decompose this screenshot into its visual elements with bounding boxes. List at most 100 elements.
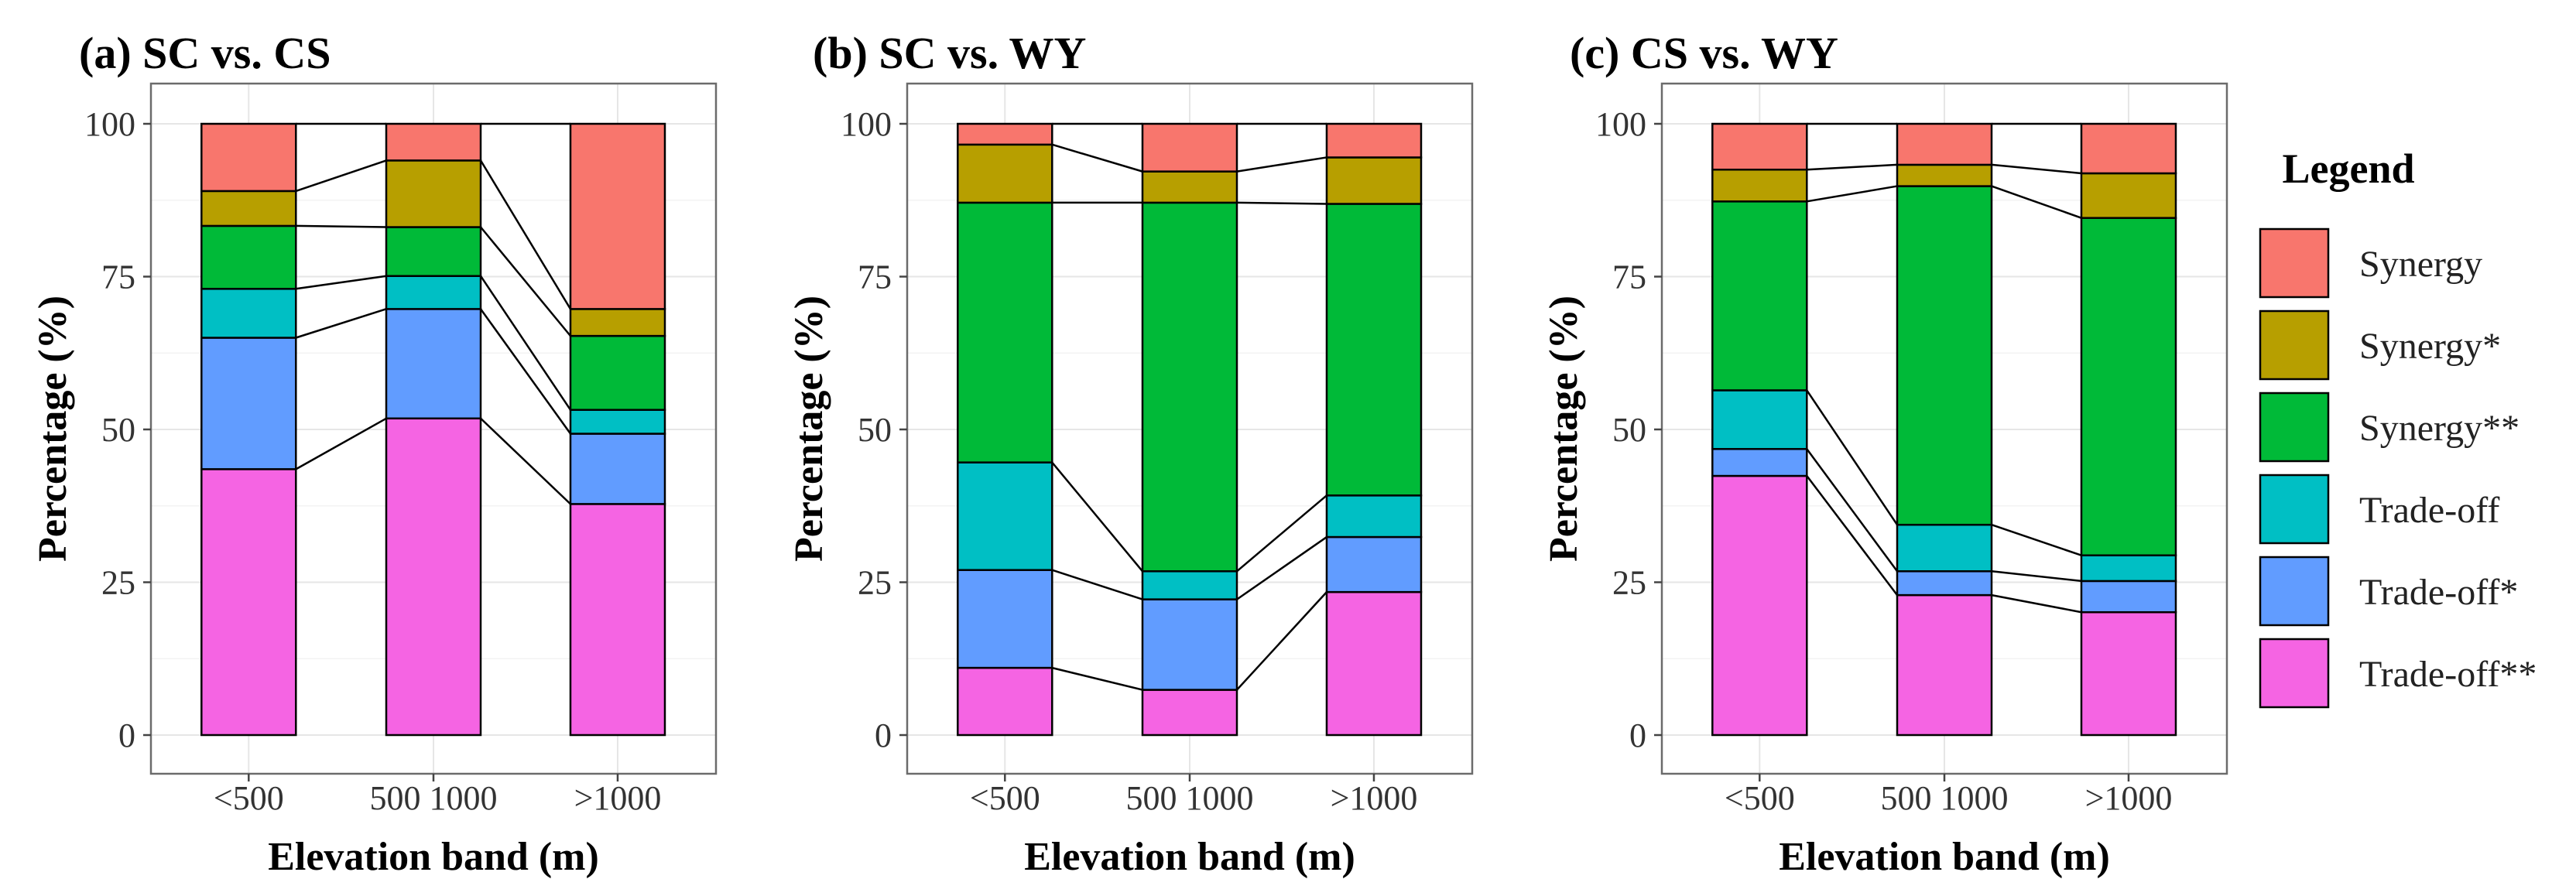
y-tick-label: 25 <box>101 564 135 602</box>
y-tick-label: 50 <box>101 411 135 449</box>
y-axis-title: Percentage (%) <box>787 296 831 562</box>
connector-line <box>479 308 571 435</box>
y-tick-label: 100 <box>1595 105 1646 143</box>
bar-segment-trade-off <box>1325 494 1423 539</box>
connector-line <box>1991 163 2082 175</box>
x-tick-label: <500 <box>1725 779 1795 817</box>
connector-line <box>1807 163 1898 171</box>
bar-segment-trade-offs <box>1896 570 1993 597</box>
connector-line <box>1806 389 1899 525</box>
connectors <box>295 122 572 505</box>
bar-0 <box>957 122 1053 737</box>
x-tick-label: >1000 <box>2085 779 2173 817</box>
connector-line <box>1236 156 1327 173</box>
connector-line <box>1806 475 1898 596</box>
bar-segment-synergyss <box>2080 217 2177 556</box>
legend-label: Synergy** <box>2359 408 2519 449</box>
bar-segment-synergyss <box>1711 200 1808 392</box>
bar-2 <box>569 122 666 737</box>
legend-item: Trade-off** <box>2259 638 2537 709</box>
panel-title: (a) SC vs. CS <box>79 28 331 78</box>
connector-line <box>1991 185 2082 219</box>
connector-line <box>1051 143 1143 173</box>
x-tick-label: 500 1000 <box>370 779 498 817</box>
bar-segment-synergys <box>200 190 297 227</box>
bar-2 <box>2080 122 2177 737</box>
y-tick-label: 100 <box>84 105 135 143</box>
x-axis-title: Elevation band (m) <box>268 835 599 879</box>
bar-1 <box>1896 122 1993 737</box>
legend-swatch <box>2259 638 2330 709</box>
y-tick-label: 25 <box>1612 564 1646 602</box>
x-axis-title: Elevation band (m) <box>1024 835 1355 879</box>
connector-line <box>1991 593 2082 614</box>
y-tick-label: 75 <box>101 258 135 296</box>
y-tick-label: 0 <box>118 716 135 754</box>
bar-segment-synergys <box>1141 170 1238 204</box>
bar-segment-trade-off <box>569 409 666 435</box>
connector-line <box>1236 494 1327 573</box>
bar-segment-synergy <box>1141 122 1238 173</box>
bar-segment-synergys <box>569 308 666 337</box>
y-tick-label: 50 <box>1612 411 1646 449</box>
connector-line <box>1991 570 2082 583</box>
bar-segment-trade-off <box>200 288 297 339</box>
y-tick-label: 75 <box>858 258 892 296</box>
bar-segment-trade-offs <box>385 308 482 420</box>
bar-segment-synergy <box>1325 122 1423 159</box>
bar-segment-synergyss <box>200 224 297 290</box>
bar-segment-synergys <box>2080 172 2177 219</box>
y-tick-label: 0 <box>1629 716 1646 754</box>
bar-segment-trade-off <box>2080 554 2177 583</box>
panel-title: (c) CS vs. WY <box>1570 28 1838 78</box>
legend-label: Trade-off* <box>2359 572 2518 613</box>
bar-segment-synergy <box>1711 122 1808 171</box>
bar-1 <box>1141 122 1238 737</box>
connector-line <box>1051 461 1143 573</box>
bar-segment-synergy <box>1896 122 1993 166</box>
x-tick-label: >1000 <box>574 779 662 817</box>
legend-item: Trade-off <box>2259 474 2499 545</box>
y-tick-label: 0 <box>875 716 892 754</box>
bar-segment-trade-offss <box>1325 590 1423 737</box>
bar-segment-trade-offss <box>385 417 482 737</box>
bar-segment-synergys <box>385 159 482 228</box>
connector-line <box>1236 201 1327 205</box>
legend-label: Synergy <box>2359 244 2482 285</box>
connector-line <box>1806 448 1899 573</box>
connector-line <box>296 224 387 228</box>
x-axis-title: Elevation band (m) <box>1779 835 2110 879</box>
bar-segment-synergys <box>1325 156 1423 205</box>
connector-line <box>480 417 571 505</box>
bar-segment-trade-offss <box>2080 610 2177 737</box>
legend-title: Legend <box>2282 145 2414 192</box>
legend-item: Synergy* <box>2259 309 2501 381</box>
bar-segment-trade-off <box>1141 570 1238 600</box>
bar-segment-trade-off <box>1711 389 1808 450</box>
connector-line <box>1051 569 1143 600</box>
panel-3: (c) CS vs. WY 0 25 50 75 100 <500 500 1000 >1000… <box>1542 28 2228 879</box>
connectors <box>1051 122 1327 691</box>
bar-segment-trade-offs <box>1325 535 1423 593</box>
bar-segment-trade-offs <box>957 569 1053 669</box>
bar-segment-synergyss <box>385 226 482 277</box>
x-tick-label: <500 <box>214 779 284 817</box>
connector-line <box>479 275 572 411</box>
connector-line <box>1236 591 1327 691</box>
connector-line <box>1991 524 2082 556</box>
connector-line <box>295 159 387 193</box>
bar-segment-trade-offss <box>1141 689 1238 737</box>
bar-segment-trade-off <box>957 461 1053 571</box>
connector-line <box>479 159 572 310</box>
x-tick-label: >1000 <box>1331 779 1418 817</box>
legend-label: Trade-off** <box>2359 654 2537 695</box>
legend-label: Synergy* <box>2359 326 2501 367</box>
legend-item: Trade-off* <box>2259 556 2518 627</box>
bar-segment-synergyss <box>1896 185 1993 526</box>
y-axis-title: Percentage (%) <box>31 296 75 562</box>
bar-segment-trade-offss <box>1896 593 1993 737</box>
bar-segment-trade-offs <box>2080 580 2177 614</box>
bar-segment-synergyss <box>1325 203 1423 497</box>
bar-segment-synergyss <box>957 201 1053 463</box>
connector-line <box>1051 666 1143 691</box>
